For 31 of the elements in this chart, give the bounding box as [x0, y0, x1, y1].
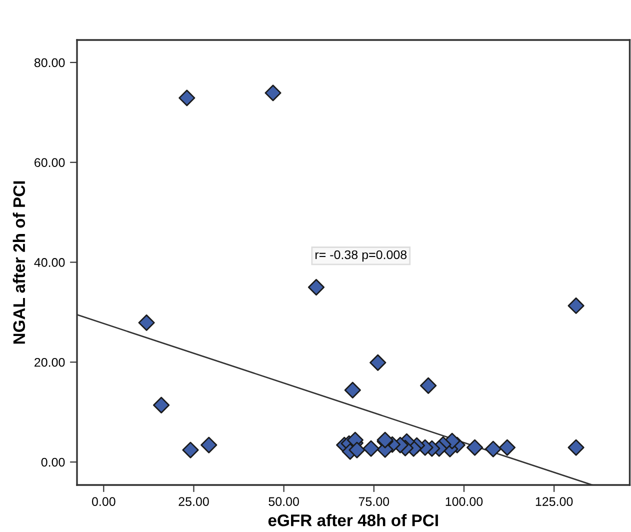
point	[138, 314, 155, 331]
point	[200, 436, 218, 454]
point	[344, 382, 361, 398]
point	[182, 442, 199, 458]
point	[568, 297, 584, 314]
annotation: r= -0.38 p=0.008	[316, 250, 407, 262]
x-tick-label: 50.00	[268, 497, 299, 506]
point	[484, 440, 502, 458]
x-axis-title: eGFR after 48h of PCI	[268, 514, 438, 526]
point	[264, 84, 282, 102]
point	[498, 439, 516, 456]
y-tick-label: 0.00	[41, 458, 65, 467]
point	[308, 278, 325, 296]
point	[178, 90, 196, 106]
point	[466, 439, 484, 456]
y-tick-label: 80.00	[34, 58, 65, 68]
x-tick-label: 100.00	[446, 497, 483, 506]
point	[370, 354, 386, 371]
x-tick-label: 125.00	[536, 497, 573, 506]
y-tick-label: 40.00	[34, 258, 65, 267]
point	[568, 439, 584, 456]
point	[153, 396, 170, 414]
point	[348, 442, 366, 458]
point	[362, 440, 380, 457]
y-axis-title: NGAL after 2h of PCI	[12, 181, 26, 344]
x-tick-label: 75.00	[358, 497, 390, 506]
x-tick-label: 25.00	[178, 497, 209, 506]
x-tick-label: 0.00	[92, 497, 116, 506]
point	[420, 377, 437, 394]
y-tick-label: 20.00	[34, 358, 65, 367]
y-tick-label: 60.00	[34, 158, 65, 168]
